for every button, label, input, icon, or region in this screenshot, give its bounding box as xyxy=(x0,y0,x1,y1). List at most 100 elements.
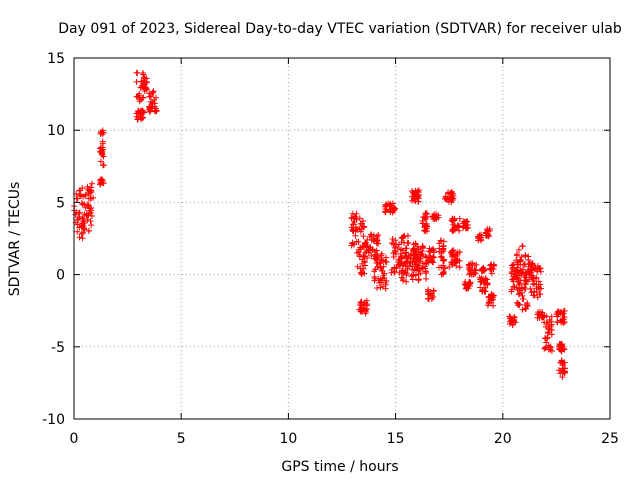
data-point xyxy=(373,237,380,244)
data-point xyxy=(149,100,156,107)
data-point xyxy=(454,249,461,256)
data-point xyxy=(419,245,426,252)
data-point xyxy=(482,275,489,282)
data-point xyxy=(398,254,405,261)
data-point xyxy=(518,254,525,261)
data-point xyxy=(373,247,380,254)
data-point xyxy=(438,254,445,261)
data-point xyxy=(378,267,385,274)
data-point xyxy=(422,261,429,268)
y-tick-label: 5 xyxy=(56,195,65,211)
data-point xyxy=(79,220,86,227)
data-point xyxy=(355,238,362,245)
data-point xyxy=(352,232,359,239)
data-point xyxy=(430,253,437,260)
y-tick-label: -5 xyxy=(51,340,65,356)
data-point xyxy=(509,276,516,283)
y-tick-label: 10 xyxy=(47,123,65,139)
data-point xyxy=(74,195,81,202)
data-point xyxy=(398,274,405,281)
data-point xyxy=(411,252,418,259)
data-point xyxy=(89,213,96,220)
data-point xyxy=(456,264,463,271)
data-point xyxy=(543,319,550,326)
data-point xyxy=(423,220,430,227)
data-point xyxy=(439,246,446,253)
data-point xyxy=(360,265,367,272)
data-point xyxy=(442,193,449,200)
data-point xyxy=(74,228,81,235)
data-point xyxy=(378,250,385,257)
data-point xyxy=(514,302,521,309)
data-point xyxy=(348,215,355,222)
data-point xyxy=(373,260,380,267)
data-point xyxy=(388,240,395,247)
data-point xyxy=(533,281,540,288)
data-point xyxy=(419,217,426,224)
data-point xyxy=(525,302,532,309)
data-point xyxy=(137,96,144,103)
data-point xyxy=(436,245,443,252)
data-point xyxy=(85,195,92,202)
data-point xyxy=(392,245,399,252)
data-point xyxy=(401,239,408,246)
data-point xyxy=(350,228,357,235)
data-point xyxy=(415,189,422,196)
x-tick-label: 20 xyxy=(494,431,512,447)
data-point xyxy=(143,86,150,93)
data-point xyxy=(357,228,364,235)
data-point xyxy=(488,292,495,299)
data-point xyxy=(536,286,543,293)
data-point xyxy=(374,237,381,244)
data-point xyxy=(515,246,522,253)
data-point xyxy=(86,227,93,234)
data-point xyxy=(374,285,381,292)
data-point xyxy=(378,256,385,263)
data-point xyxy=(517,258,524,265)
data-point xyxy=(447,195,454,202)
data-point xyxy=(133,113,140,120)
data-point xyxy=(470,271,477,278)
data-point xyxy=(440,242,447,249)
data-point xyxy=(400,233,407,240)
data-point xyxy=(406,260,413,267)
data-point xyxy=(430,249,437,256)
data-points xyxy=(71,69,568,381)
data-point xyxy=(137,110,144,117)
data-point xyxy=(99,130,106,137)
data-point xyxy=(557,370,564,377)
data-point xyxy=(557,345,564,352)
data-point xyxy=(377,263,384,270)
data-point xyxy=(404,254,411,261)
data-point xyxy=(84,202,91,209)
data-point xyxy=(522,252,529,259)
x-axis-label: GPS time / hours xyxy=(281,459,398,475)
data-point xyxy=(348,242,355,249)
data-point xyxy=(392,205,399,212)
x-tick-label: 15 xyxy=(387,431,405,447)
data-point xyxy=(416,266,423,273)
data-point xyxy=(381,270,388,277)
data-point xyxy=(152,108,159,115)
data-point xyxy=(138,107,145,114)
data-point xyxy=(535,278,542,285)
data-point xyxy=(359,223,366,230)
data-point xyxy=(479,267,486,274)
data-point xyxy=(400,262,407,269)
data-point xyxy=(409,266,416,273)
data-point xyxy=(448,249,455,256)
data-point xyxy=(430,215,437,222)
data-point xyxy=(533,274,540,281)
data-point xyxy=(461,281,468,288)
data-point xyxy=(148,91,155,98)
data-point xyxy=(490,294,497,301)
data-point xyxy=(415,276,422,283)
data-point xyxy=(79,215,86,222)
data-point xyxy=(437,237,444,244)
data-point xyxy=(485,232,492,239)
data-point xyxy=(99,176,106,183)
data-point xyxy=(412,249,419,256)
data-point xyxy=(510,283,517,290)
data-point xyxy=(525,257,532,264)
data-point xyxy=(518,270,525,277)
